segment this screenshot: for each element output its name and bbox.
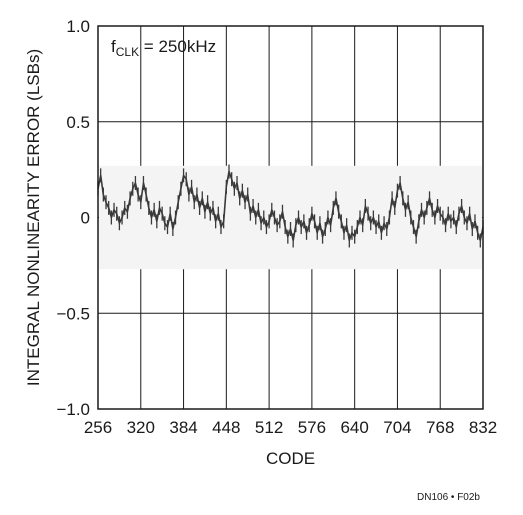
y-tick-label: −1.0 xyxy=(56,400,90,419)
y-tick-label: 0 xyxy=(81,209,90,228)
x-tick-label: 320 xyxy=(127,418,155,437)
y-tick-label: 1.0 xyxy=(66,17,90,36)
x-axis-tick-labels: 256 320 384 448 512 576 640 704 768 832 xyxy=(84,418,497,437)
y-axis-tick-labels: 1.0 0.5 0 −0.5 −1.0 xyxy=(56,17,90,419)
x-tick-label: 512 xyxy=(255,418,283,437)
annotation-main: f xyxy=(111,37,116,56)
plot-area-frame xyxy=(97,25,484,410)
x-tick-label: 448 xyxy=(212,418,240,437)
x-tick-label: 384 xyxy=(169,418,197,437)
x-tick-label: 576 xyxy=(298,418,326,437)
annotation-subscript: CLK xyxy=(116,45,139,59)
y-axis-title: INTEGRAL NONLINEARITY ERROR (LSBs) xyxy=(24,49,43,386)
x-tick-label: 832 xyxy=(469,418,497,437)
x-tick-label: 256 xyxy=(84,418,112,437)
clock-frequency-annotation: fCLK = 250kHz xyxy=(111,37,216,59)
figure-code: DN106 • F02b xyxy=(417,492,480,503)
x-tick-label: 640 xyxy=(340,418,368,437)
y-tick-label: 0.5 xyxy=(66,113,90,132)
y-tick-label: −0.5 xyxy=(56,304,90,323)
x-tick-label: 768 xyxy=(426,418,454,437)
x-tick-label: 704 xyxy=(383,418,411,437)
x-axis-title: CODE xyxy=(266,449,315,468)
annotation-value: = 250kHz xyxy=(139,37,216,56)
